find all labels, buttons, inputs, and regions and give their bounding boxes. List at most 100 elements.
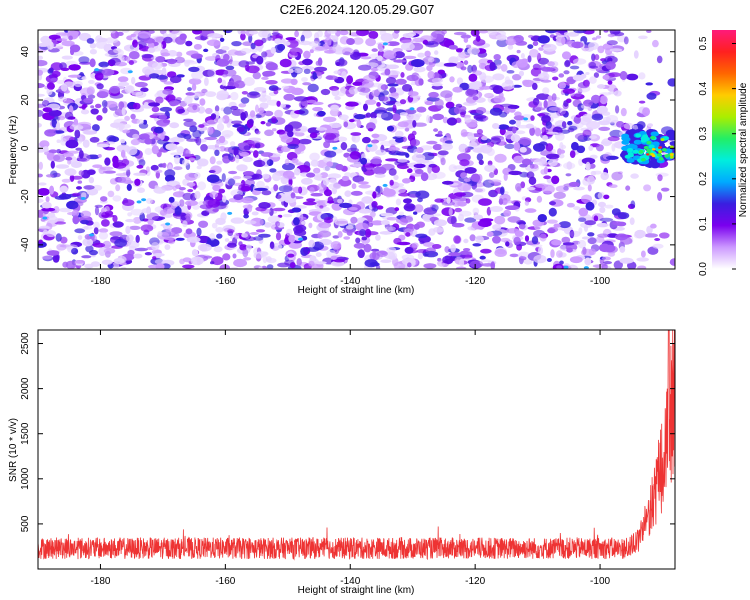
heatmap-cell <box>555 132 564 136</box>
heatmap-cell <box>39 140 50 148</box>
heatmap-cell <box>307 83 319 93</box>
heatmap-cell <box>61 40 75 47</box>
heatmap-cell <box>361 236 368 241</box>
heatmap-cell <box>536 93 550 100</box>
heatmap-cell <box>528 176 537 185</box>
heatmap-cell <box>117 76 129 83</box>
heatmap-cell <box>227 242 237 248</box>
heatmap-cell <box>327 173 342 179</box>
heatmap-cell <box>375 234 381 241</box>
heatmap-cell <box>493 54 501 61</box>
heatmap-cell <box>360 56 372 60</box>
heatmap-cell <box>422 39 429 45</box>
heatmap-cell <box>413 211 418 215</box>
heatmap-cell <box>599 206 606 214</box>
heatmap-cell <box>298 108 309 116</box>
heatmap-cell <box>104 157 111 166</box>
heatmap-cell <box>242 171 255 176</box>
heatmap-cell <box>288 121 302 129</box>
heatmap-cell <box>194 191 201 199</box>
heatmap-cell <box>416 106 427 113</box>
heatmap-cell <box>392 104 397 114</box>
heatmap-cell <box>253 236 264 241</box>
heatmap-cell <box>228 152 234 161</box>
heatmap-cell <box>389 179 394 186</box>
heatmap-cell <box>209 191 218 199</box>
heatmap-cell <box>331 35 339 43</box>
heatmap-cell <box>323 141 330 149</box>
heatmap-cell <box>275 194 282 199</box>
heatmap-cell <box>642 107 650 117</box>
heatmap-cell <box>154 185 159 189</box>
heatmap-cell <box>289 262 296 269</box>
heatmap-cell <box>379 96 389 102</box>
heatmap-cell <box>202 69 215 77</box>
heatmap-cell <box>306 172 316 178</box>
heatmap-cell <box>370 220 384 226</box>
heatmap-cell <box>271 87 282 91</box>
heatmap-cell <box>395 198 401 206</box>
heatmap-cell <box>159 106 172 112</box>
heatmap-cell <box>98 61 110 68</box>
heatmap-cell <box>418 78 424 86</box>
heatmap-cell <box>221 46 230 51</box>
heatmap-cell <box>551 239 562 246</box>
heatmap-cell <box>339 30 349 36</box>
heatmap-cell <box>38 83 45 89</box>
heatmap-cell <box>89 136 100 143</box>
heatmap-cell <box>136 164 144 169</box>
heatmap-cell <box>460 250 470 255</box>
heatmap-hotspot-cell <box>666 133 675 141</box>
heatmap-cell <box>537 35 550 44</box>
heatmap-cell <box>46 250 60 256</box>
heatmap-cell <box>437 150 449 156</box>
heatmap-cell <box>80 109 90 115</box>
heatmap-cell <box>386 64 399 70</box>
heatmap-cell <box>562 51 571 60</box>
heatmap-cell <box>442 255 454 264</box>
heatmap-cell <box>75 147 82 151</box>
heatmap-cell <box>125 219 135 223</box>
heatmap-cell <box>216 160 223 165</box>
heatmap-cell <box>541 127 547 135</box>
heatmap-cell <box>249 232 259 235</box>
y-tick-label: 1000 <box>20 467 31 490</box>
heatmap-cell <box>163 206 176 214</box>
heatmap-cell <box>507 216 521 223</box>
heatmap-cell <box>562 242 575 246</box>
heatmap-cell <box>380 33 394 42</box>
heatmap-cell <box>120 266 127 269</box>
snr-plot-area <box>38 330 675 569</box>
heatmap-cell <box>432 226 444 233</box>
heatmap-cell <box>433 219 447 227</box>
heatmap-cell <box>334 96 341 101</box>
heatmap-cell <box>216 122 225 132</box>
heatmap-cell <box>58 207 72 213</box>
heatmap-cell <box>214 105 220 112</box>
heatmap-cell <box>395 130 404 138</box>
heatmap-cell <box>331 202 343 211</box>
heatmap-cell <box>38 55 44 60</box>
heatmap-cell <box>485 110 491 115</box>
heatmap-cell <box>151 145 160 155</box>
heatmap-cell <box>434 198 445 203</box>
heatmap-hotspot-cell <box>640 157 646 162</box>
heatmap-cell <box>405 232 411 237</box>
heatmap-cell <box>128 51 140 60</box>
heatmap-cell <box>476 153 484 161</box>
heatmap-cell <box>295 162 306 166</box>
heatmap-cell <box>413 163 426 168</box>
heatmap-cell <box>38 182 47 186</box>
heatmap-cell <box>431 204 439 212</box>
heatmap-cell <box>240 48 252 54</box>
heatmap-cell <box>431 30 445 38</box>
heatmap-cell <box>619 246 626 253</box>
heatmap-cell <box>258 94 272 102</box>
heatmap-cell <box>399 99 407 105</box>
heatmap-cell <box>301 221 306 225</box>
heatmap-cell <box>471 173 481 182</box>
heatmap-cell <box>242 175 253 179</box>
heatmap-cell <box>46 230 56 238</box>
heatmap-cell <box>54 221 67 225</box>
heatmap-cell <box>376 55 383 62</box>
